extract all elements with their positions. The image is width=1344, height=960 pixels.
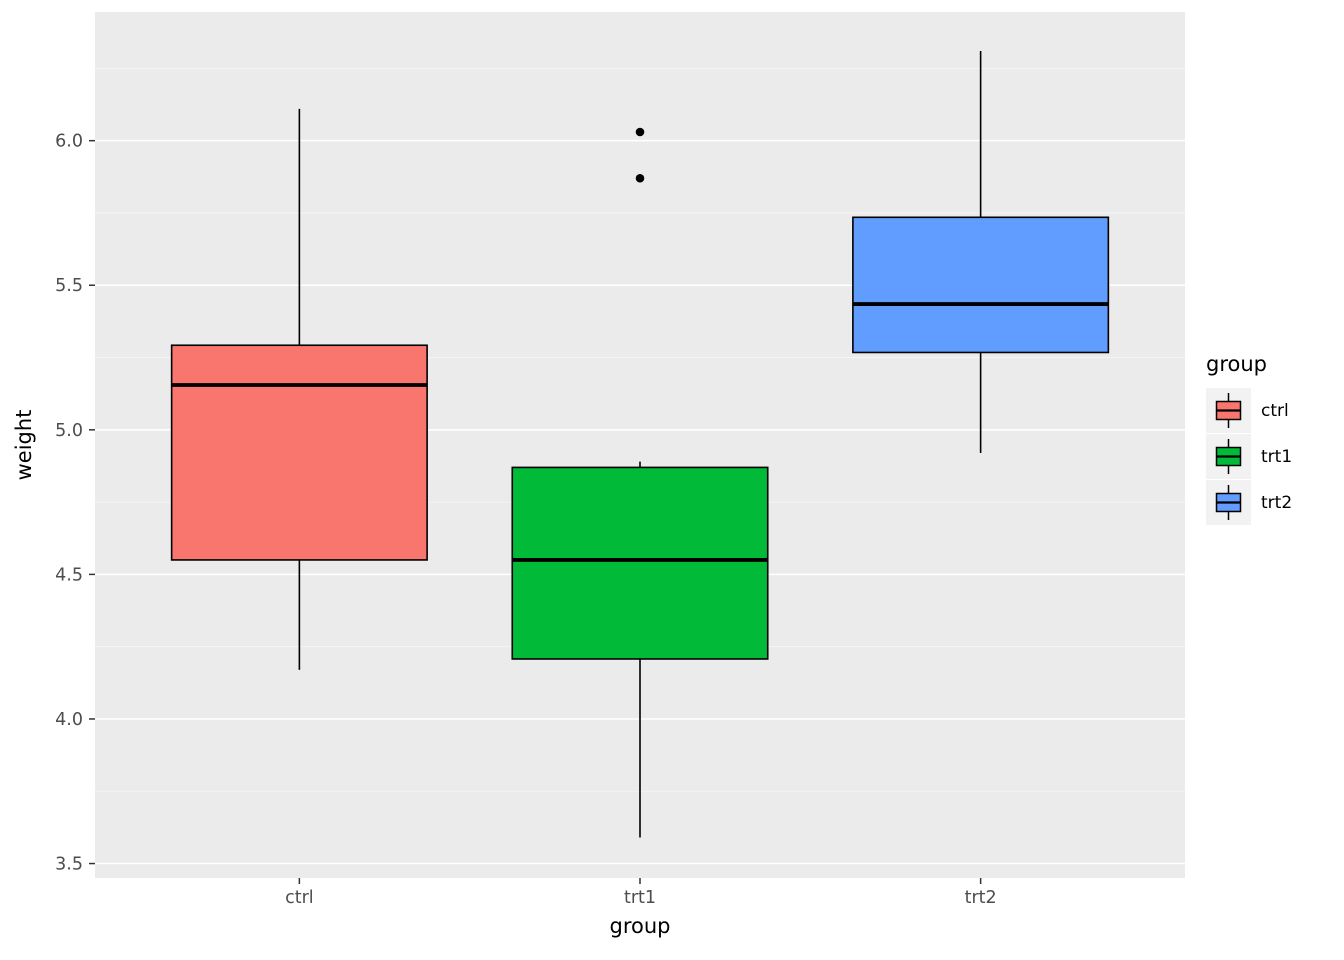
- legend: group ctrl trt1 trt2: [1206, 352, 1292, 526]
- legend-key-swatch: [1206, 388, 1251, 433]
- x-tick-label: trt1: [624, 888, 656, 908]
- legend-entry: trt2: [1206, 480, 1292, 525]
- y-tick-label: 6.0: [55, 132, 83, 152]
- legend-key-swatch: [1206, 434, 1251, 479]
- legend-entry-label: trt1: [1261, 446, 1293, 467]
- legend-entry: ctrl: [1206, 388, 1292, 433]
- outlier-point: [635, 173, 645, 183]
- box-ctrl: [170, 344, 428, 561]
- legend-title: group: [1206, 352, 1267, 376]
- boxplot-canvas: ctrl trt1 trt2 3.5 4.0 4.5 5.0 5.5 6.0: [55, 12, 1185, 908]
- box-trt1: [511, 466, 769, 660]
- box-trt2: [852, 216, 1110, 354]
- legend-key-swatch: [1206, 480, 1251, 525]
- y-tick-label: 4.0: [55, 710, 83, 730]
- y-tick-label: 5.0: [55, 421, 83, 441]
- x-tick-label: ctrl: [285, 888, 314, 908]
- legend-entry-label: ctrl: [1261, 400, 1289, 421]
- x-axis-title: group: [609, 914, 671, 938]
- legend-entry: trt1: [1206, 434, 1292, 479]
- x-tick-label: trt2: [965, 888, 997, 908]
- y-tick-label: 4.5: [55, 565, 83, 585]
- y-tick-label: 5.5: [55, 276, 83, 296]
- y-axis-title: weight: [12, 409, 36, 481]
- y-tick-label: 3.5: [55, 855, 83, 875]
- legend-entry-label: trt2: [1261, 492, 1293, 513]
- outlier-point: [635, 127, 645, 137]
- legend-entries: ctrl trt1 trt2: [1206, 388, 1292, 525]
